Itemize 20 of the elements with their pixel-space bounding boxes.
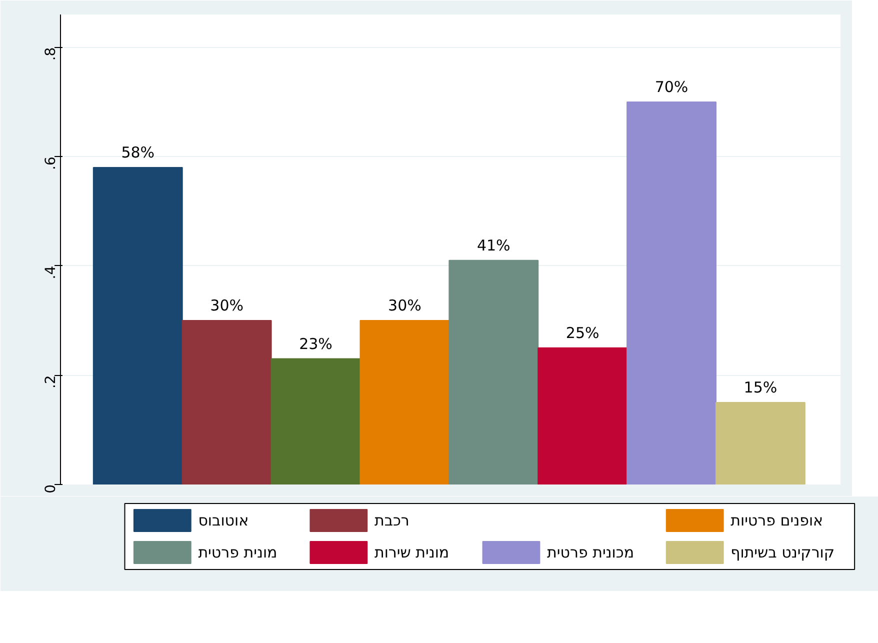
legend-label: אוטובוס: [198, 512, 249, 530]
data-label: 23%: [299, 334, 332, 353]
data-label: 30%: [210, 296, 244, 315]
y-tick-label: .4: [43, 266, 59, 280]
data-label: 25%: [566, 324, 600, 342]
data-label: 70%: [654, 78, 688, 96]
legend-label: מונית שירות: [374, 544, 450, 562]
y-tick-label: .2: [43, 375, 59, 389]
legend-label: אופנים פרטיות: [730, 512, 824, 530]
y-tick-label: .8: [43, 47, 59, 61]
data-label: 15%: [744, 378, 778, 397]
y-tick-label: .6: [43, 156, 59, 170]
data-label: 58%: [121, 144, 155, 162]
legend-label: רכבת: [374, 512, 410, 530]
data-label: 41%: [476, 236, 510, 254]
y-tick-label: 0: [43, 484, 59, 494]
legend-label: קורקינט בשיתוף: [730, 544, 835, 562]
legend-label: מונית פרטית: [198, 544, 278, 562]
data-label: 30%: [388, 296, 422, 315]
legend-label: מכונית פרטית: [547, 544, 634, 562]
